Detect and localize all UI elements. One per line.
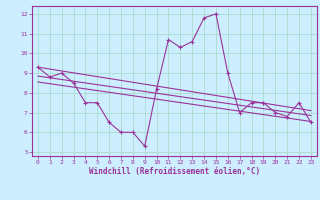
X-axis label: Windchill (Refroidissement éolien,°C): Windchill (Refroidissement éolien,°C)	[89, 167, 260, 176]
